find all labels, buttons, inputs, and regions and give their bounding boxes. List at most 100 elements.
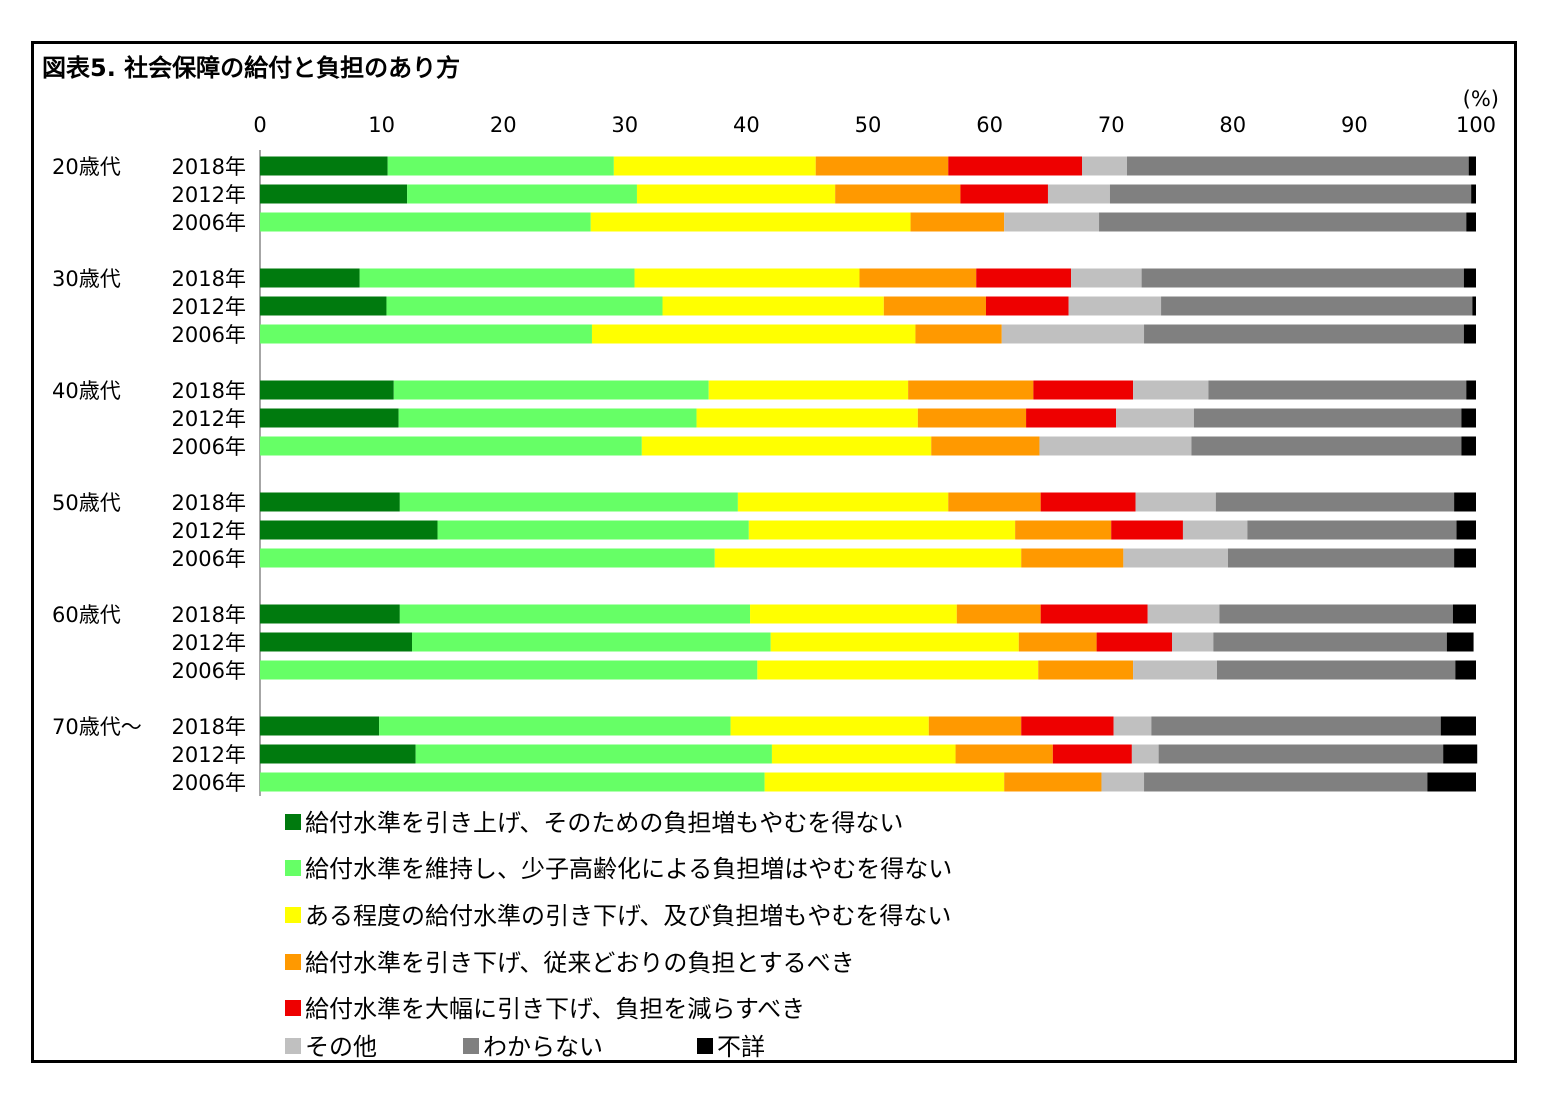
unit-label: (%) <box>1463 87 1499 111</box>
bar-segment <box>1052 744 1132 764</box>
bar-segment <box>1193 408 1462 428</box>
bar-segment <box>1461 436 1476 456</box>
bar-segment <box>1158 744 1444 764</box>
legend-label: わからない <box>483 1033 603 1061</box>
group-label: 70歳代～ <box>52 715 142 739</box>
legend-swatch <box>285 907 301 923</box>
bar-segment <box>1215 492 1455 512</box>
year-label: 2012年 <box>172 407 246 431</box>
bar-segment <box>955 744 1053 764</box>
bar-segment <box>1021 716 1114 736</box>
bar-segment <box>412 632 771 652</box>
bar-segment <box>260 268 360 288</box>
bar-segment <box>379 716 731 736</box>
bar-segment <box>985 296 1069 316</box>
bar-segment <box>613 156 816 176</box>
legend-swatch <box>285 954 301 970</box>
bar-segment <box>910 212 1005 232</box>
bar-segment <box>1001 324 1145 344</box>
group-label: 50歳代 <box>52 491 121 515</box>
bar-segment <box>399 604 751 624</box>
bar-segment <box>1471 184 1476 204</box>
bar-segment <box>1443 744 1478 764</box>
bar-segment <box>883 296 986 316</box>
bar-segment <box>1227 548 1455 568</box>
bar-segment <box>956 604 1041 624</box>
bar-segment <box>399 492 738 512</box>
group-label: 30歳代 <box>52 267 121 291</box>
legend-swatch <box>697 1038 713 1054</box>
year-label: 2006年 <box>172 435 246 459</box>
x-tick-label: 50 <box>855 113 882 137</box>
legend-label: ある程度の給付水準の引き下げ、及び負担増もやむを得ない <box>305 902 951 930</box>
bar-segment <box>1191 436 1462 456</box>
bar-segment <box>387 156 614 176</box>
x-axis-ticks: 0 10 20 30 40 50 60 70 80 90 100 <box>253 113 1496 137</box>
year-label: 2018年 <box>172 715 246 739</box>
year-label: 2006年 <box>172 771 246 795</box>
bar-segment <box>737 492 949 512</box>
bar-segment <box>859 268 977 288</box>
group-label: 60歳代 <box>52 603 121 627</box>
bar-segment <box>1172 632 1214 652</box>
bar-segment <box>1133 660 1217 680</box>
bar-area <box>260 156 1478 792</box>
bar-segment <box>260 772 765 792</box>
bar-segment <box>1096 632 1172 652</box>
year-label: 2012年 <box>172 519 246 543</box>
bar-segment <box>260 492 400 512</box>
bar-segment <box>708 380 909 400</box>
bar-segment <box>1113 716 1152 736</box>
bar-segment <box>1452 604 1476 624</box>
year-label: 2006年 <box>172 659 246 683</box>
bar-segment <box>260 380 394 400</box>
bar-segment <box>948 156 1083 176</box>
x-tick-label: 60 <box>976 113 1003 137</box>
bar-segment <box>1182 520 1248 540</box>
bar-segment <box>407 184 637 204</box>
bar-segment <box>1099 212 1467 232</box>
bar-segment <box>1161 296 1473 316</box>
legend-label: 給付水準を維持し、少子高齢化による負担増はやむを得ない <box>305 855 952 883</box>
x-tick-label: 20 <box>490 113 517 137</box>
bar-segment <box>1461 408 1476 428</box>
bar-segment <box>590 212 911 232</box>
bar-segment <box>764 772 1005 792</box>
bar-segment <box>1040 492 1136 512</box>
bar-segment <box>1127 156 1469 176</box>
bar-segment <box>260 212 591 232</box>
bar-segment <box>415 744 772 764</box>
row-labels: 20歳代 2018年 2012年 2006年 30歳代 2018年 2012年 2006年 40… <box>52 155 246 795</box>
year-label: 2012年 <box>172 631 246 655</box>
year-label: 2018年 <box>172 491 246 515</box>
bar-segment <box>1466 380 1476 400</box>
bar-segment <box>437 520 749 540</box>
bar-segment <box>1472 296 1476 316</box>
x-tick-label: 40 <box>733 113 760 137</box>
bar-segment <box>359 268 635 288</box>
bar-segment <box>1015 520 1112 540</box>
bar-segment <box>1144 772 1428 792</box>
bar-segment <box>398 408 697 428</box>
year-label: 2012年 <box>172 743 246 767</box>
bar-segment <box>260 716 380 736</box>
bar-segment <box>260 744 416 764</box>
bar-segment <box>1454 492 1476 512</box>
bar-segment <box>1082 156 1128 176</box>
bar-segment <box>1135 492 1216 512</box>
x-tick-label: 90 <box>1341 113 1368 137</box>
bar-segment <box>1109 184 1472 204</box>
bar-segment <box>917 408 1027 428</box>
bar-segment <box>1123 548 1228 568</box>
bar-segment <box>1116 408 1194 428</box>
bar-segment <box>750 604 957 624</box>
bar-segment <box>1247 520 1457 540</box>
bar-segment <box>1455 660 1476 680</box>
bar-segment <box>770 632 1019 652</box>
bar-segment <box>260 660 758 680</box>
bar-segment <box>260 632 412 652</box>
bar-segment <box>1038 660 1134 680</box>
bar-segment <box>1018 632 1097 652</box>
bar-segment <box>260 408 399 428</box>
